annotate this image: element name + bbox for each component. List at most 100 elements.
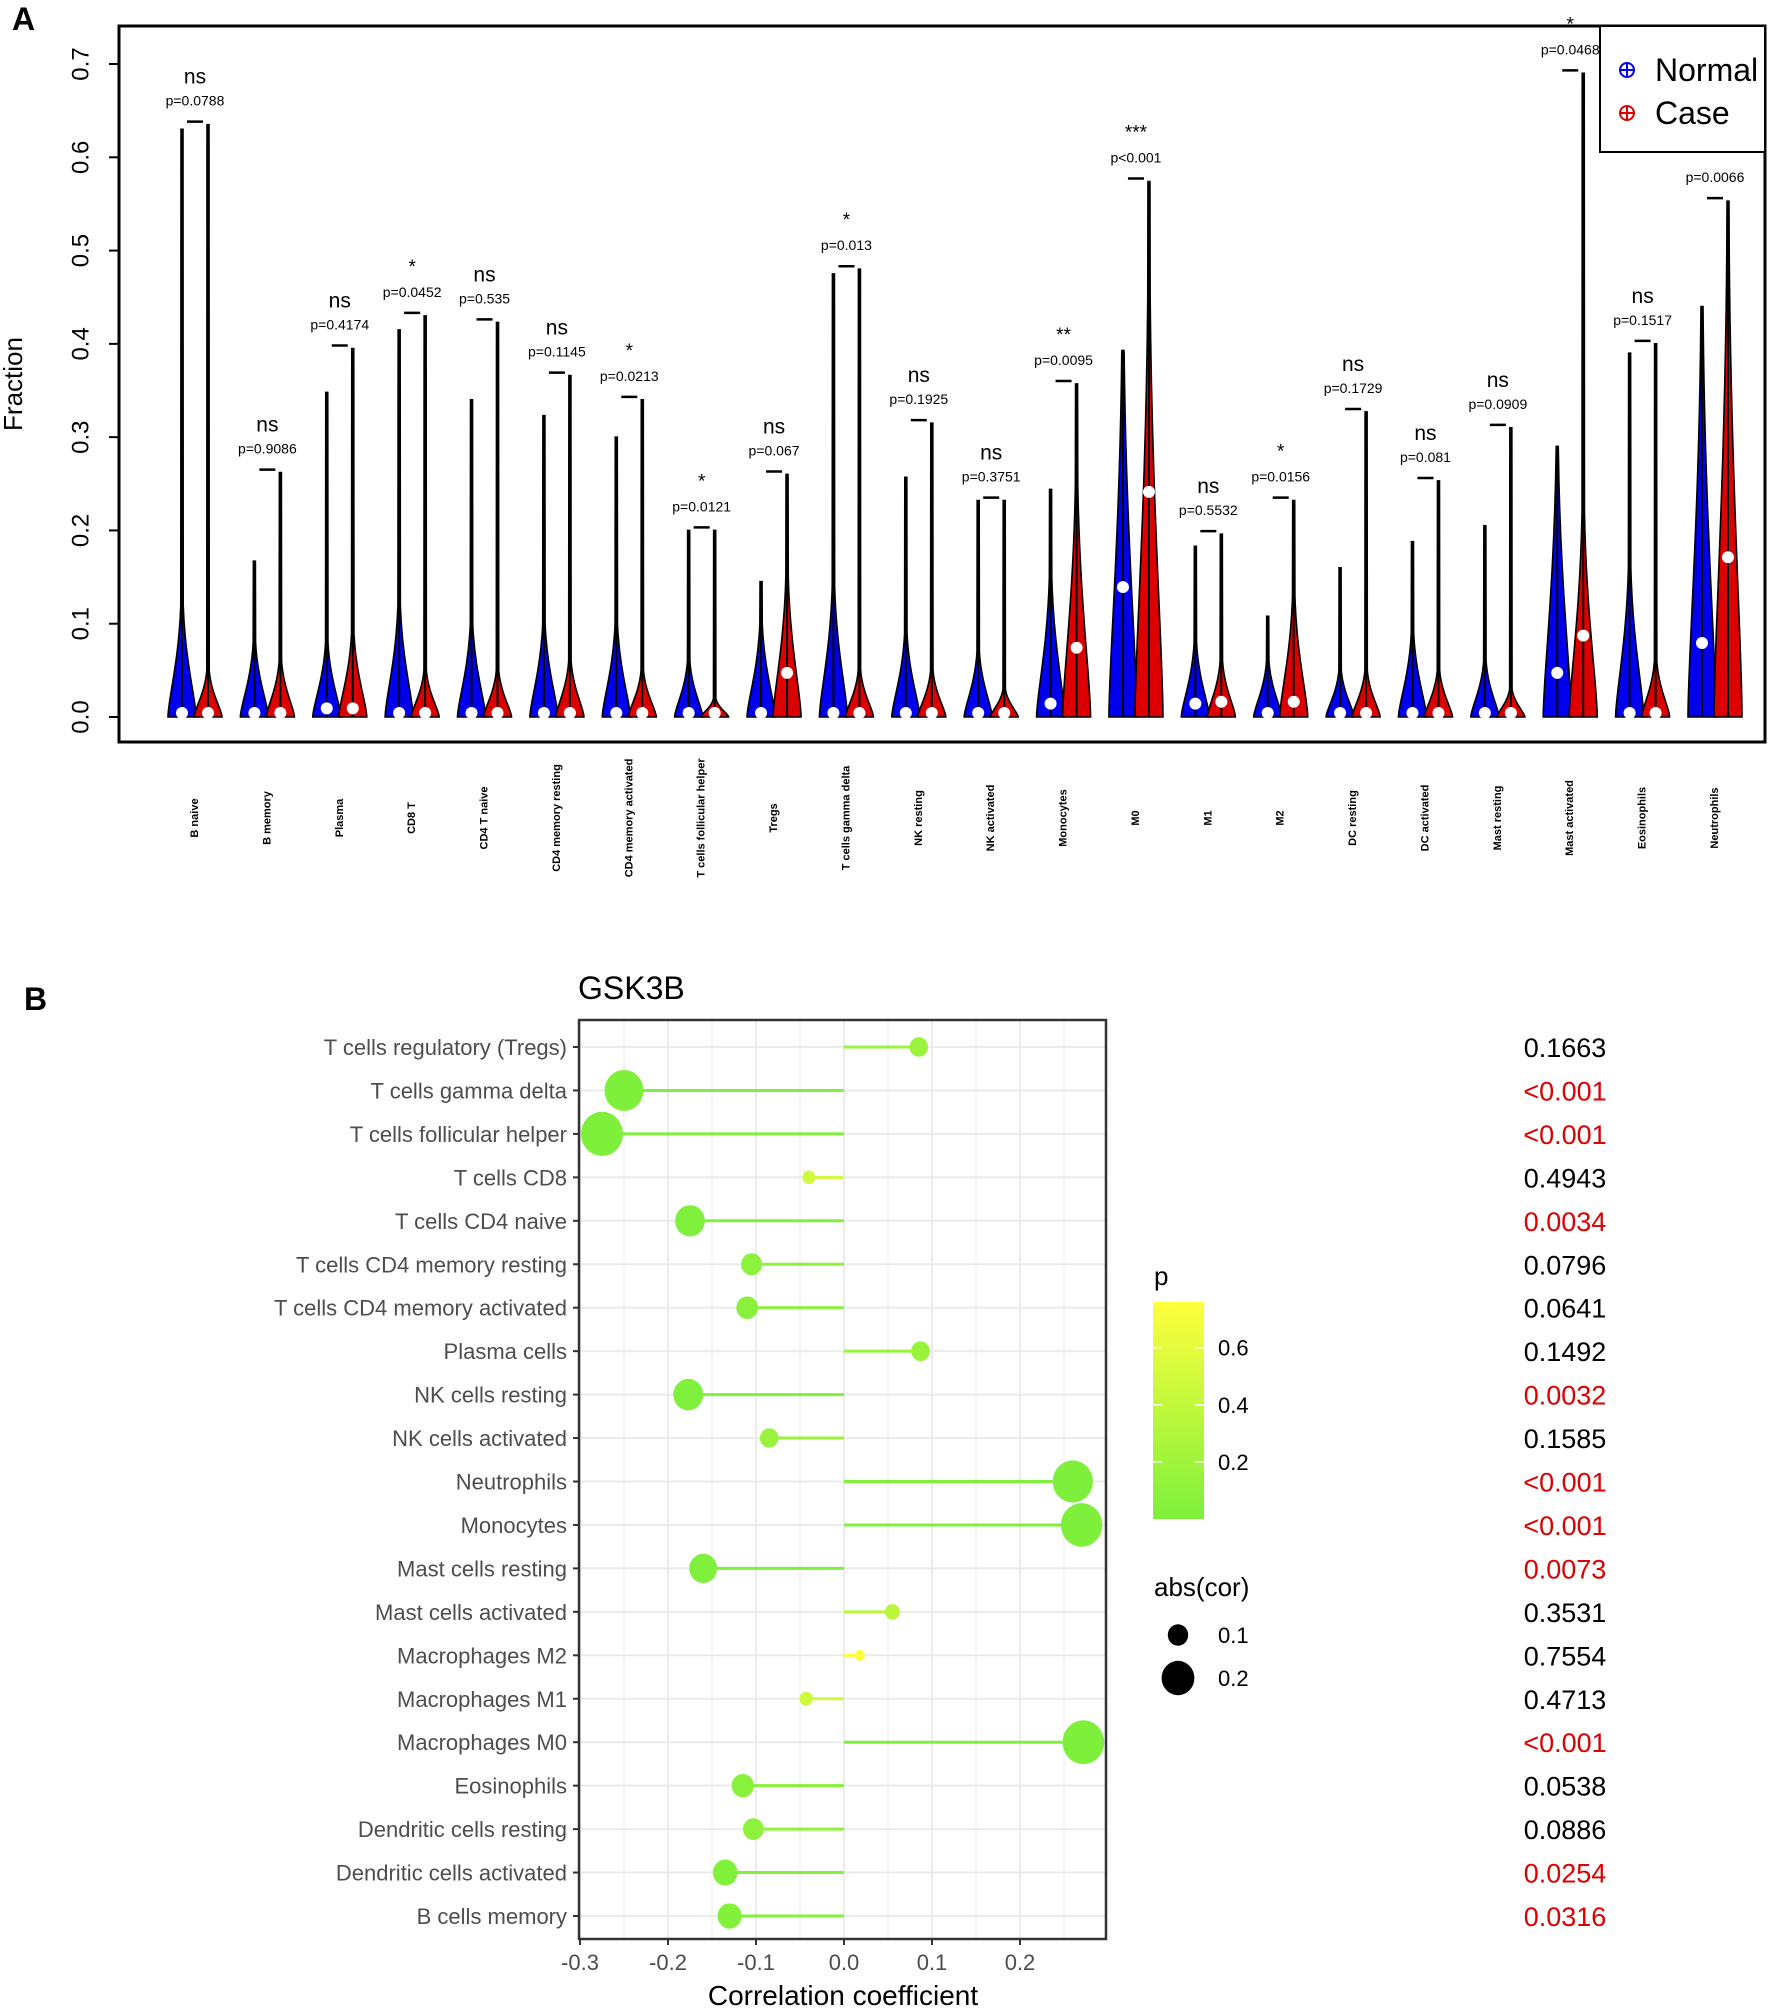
legend-label: Normal bbox=[1655, 52, 1758, 88]
median-point-normal bbox=[972, 707, 985, 719]
median-point-case bbox=[1215, 695, 1228, 708]
violin-case bbox=[989, 499, 1019, 718]
violin-normal bbox=[167, 128, 197, 718]
violin-normal bbox=[601, 436, 632, 718]
violin-case bbox=[1496, 427, 1526, 718]
median-point-case bbox=[1649, 707, 1662, 719]
x-category-label: T cells gamma delta bbox=[840, 765, 852, 870]
y-tick-label: 0.3 bbox=[68, 420, 95, 453]
x-category-label: Plasma bbox=[334, 798, 346, 837]
x-category-label: CD4 T naive bbox=[479, 787, 491, 850]
y-tick-label: 0.4 bbox=[68, 327, 95, 360]
row-label: Mast cells activated bbox=[375, 1600, 567, 1625]
row-label: T cells CD4 memory activated bbox=[274, 1296, 567, 1321]
significance-label: ns bbox=[184, 66, 206, 89]
row-label: T cells follicular helper bbox=[350, 1122, 567, 1147]
median-point-normal bbox=[899, 707, 912, 719]
p-value-text: 0.1663 bbox=[1524, 1033, 1607, 1063]
median-point-case bbox=[274, 707, 287, 719]
lollipop-point bbox=[1052, 1460, 1093, 1503]
x-tick-label: -0.3 bbox=[561, 1950, 599, 1975]
significance-label: * bbox=[1567, 14, 1575, 35]
row-label: T cells gamma delta bbox=[371, 1078, 568, 1103]
x-category-label: DC resting bbox=[1347, 790, 1359, 846]
row-label: Mast cells resting bbox=[397, 1556, 567, 1581]
median-point-case bbox=[998, 707, 1011, 719]
p-value-label: p=0.0156 bbox=[1251, 469, 1310, 485]
size-legend-title: abs(cor) bbox=[1154, 1572, 1249, 1602]
median-point-normal bbox=[1116, 581, 1129, 594]
violin-normal bbox=[1108, 349, 1138, 718]
significance-label: * bbox=[698, 471, 706, 492]
y-tick-label: 0.5 bbox=[68, 234, 95, 267]
median-point-normal bbox=[1406, 707, 1419, 719]
median-point-normal bbox=[393, 707, 406, 719]
median-point-case bbox=[1577, 629, 1590, 642]
p-value-label: p=0.013 bbox=[821, 237, 872, 253]
violin-case bbox=[555, 374, 585, 718]
median-point-case bbox=[1360, 707, 1373, 719]
colorbar-tick-label: 0.4 bbox=[1218, 1393, 1249, 1418]
p-value-label: p=0.1925 bbox=[889, 391, 948, 407]
p-value-label: p=0.9086 bbox=[238, 441, 297, 457]
significance-label: ns bbox=[256, 414, 278, 437]
x-tick-label: 0.1 bbox=[917, 1950, 948, 1975]
row-label: NK cells resting bbox=[414, 1383, 567, 1408]
lollipop-point bbox=[736, 1296, 759, 1320]
median-point-case bbox=[781, 666, 794, 679]
violin-normal bbox=[1180, 545, 1211, 718]
violin-case bbox=[1061, 383, 1092, 718]
significance-label: ns bbox=[1342, 353, 1364, 376]
lollipop-point bbox=[884, 1604, 900, 1620]
p-value-label: p=0.3751 bbox=[962, 469, 1021, 485]
median-point-normal bbox=[1334, 707, 1347, 719]
violin-case bbox=[1134, 180, 1164, 718]
violin-case bbox=[1206, 533, 1237, 718]
row-label: Plasma cells bbox=[444, 1339, 567, 1364]
p-value-label: p=0.1145 bbox=[528, 344, 586, 360]
y-tick-label: 0.6 bbox=[68, 141, 95, 174]
p-value-text: 0.1492 bbox=[1524, 1337, 1607, 1367]
lollipop-point bbox=[673, 1378, 704, 1411]
violin-case bbox=[482, 321, 513, 718]
p-value-text: 0.4713 bbox=[1524, 1685, 1607, 1715]
x-category-label: DC activated bbox=[1419, 785, 1431, 852]
lollipop-point bbox=[854, 1649, 865, 1661]
p-value-label: p=0.535 bbox=[459, 290, 510, 306]
p-value-text: 0.3531 bbox=[1524, 1598, 1607, 1628]
violin-case bbox=[193, 123, 223, 718]
x-tick-label: -0.2 bbox=[649, 1950, 687, 1975]
panel-label-a: A bbox=[12, 1, 35, 37]
p-value-label: p=0.0468 bbox=[1541, 41, 1600, 57]
chart-title: GSK3B bbox=[578, 970, 685, 1006]
median-point-normal bbox=[1696, 637, 1708, 650]
row-label: T cells regulatory (Tregs) bbox=[324, 1035, 567, 1060]
y-tick-label: 0.2 bbox=[68, 514, 95, 547]
median-point-case bbox=[563, 707, 576, 719]
lollipop-point bbox=[802, 1170, 816, 1185]
y-tick-label: 0.0 bbox=[68, 700, 95, 733]
median-point-case bbox=[853, 707, 866, 719]
p-value-text: <0.001 bbox=[1523, 1076, 1606, 1106]
row-label: Macrophages M1 bbox=[397, 1687, 567, 1712]
violin-normal bbox=[529, 414, 559, 718]
median-point-normal bbox=[610, 707, 623, 719]
row-label: T cells CD4 naive bbox=[395, 1209, 567, 1234]
x-category-label: Eosinophils bbox=[1637, 787, 1649, 849]
median-point-normal bbox=[1551, 666, 1564, 679]
p-value-text: <0.001 bbox=[1523, 1468, 1606, 1498]
x-category-label: Monocytes bbox=[1058, 789, 1070, 846]
p-value-text: 0.0796 bbox=[1524, 1250, 1607, 1280]
colorbar-title: p bbox=[1154, 1261, 1168, 1291]
median-point-case bbox=[636, 707, 649, 719]
significance-label: ns bbox=[1632, 285, 1654, 308]
significance-label: ns bbox=[473, 263, 495, 286]
significance-label: ns bbox=[1197, 475, 1219, 498]
violin-normal bbox=[1035, 488, 1066, 718]
colorbar-tick-label: 0.2 bbox=[1218, 1450, 1249, 1475]
x-category-label: B memory bbox=[261, 790, 273, 845]
median-point-normal bbox=[248, 707, 261, 719]
lollipop-point bbox=[717, 1903, 742, 1929]
median-point-normal bbox=[1623, 707, 1636, 719]
